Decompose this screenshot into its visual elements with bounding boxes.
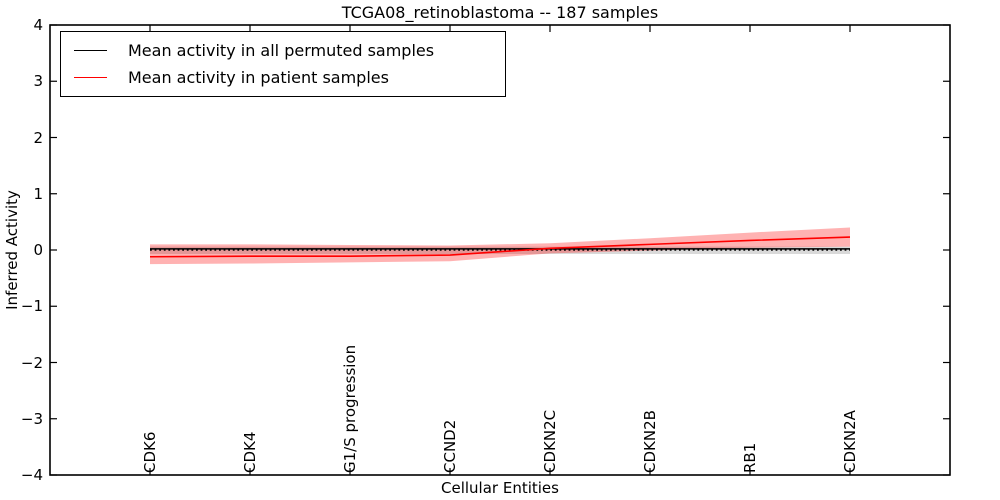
x-tick-label: RB1 [741,442,759,473]
y-tick-label: 3 [33,72,43,91]
x-axis-label: Cellular Entities [441,479,559,497]
chart-title: TCGA08_retinoblastoma -- 187 samples [341,3,659,22]
y-tick-label: −3 [20,409,43,428]
legend-label-permuted: Mean activity in all permuted samples [128,40,435,60]
legend-item-permuted: Mean activity in all permuted samples [61,41,505,60]
y-tick-label: 2 [33,128,43,147]
y-tick-label: 4 [33,16,43,34]
y-tick-label: −1 [20,297,43,316]
x-tick-label: G1/S progression [341,344,359,473]
patient-mean-line [149,236,851,258]
x-tick-label: CDKN2B [641,410,659,473]
y-tick-label: 1 [33,184,43,203]
patient-line-sample [74,77,107,79]
x-tick-label: CDK4 [241,431,259,473]
legend-item-patient: Mean activity in patient samples [61,68,505,87]
y-tick-label: −2 [20,353,43,372]
x-tick-label: CDKN2A [841,410,859,473]
patient-confidence-band [150,227,850,265]
y-tick-label: 0 [33,241,43,259]
x-tick-label: CDK6 [141,431,159,473]
legend-label-patient: Mean activity in patient samples [128,68,389,88]
y-tick-label: −4 [20,466,43,484]
legend: Mean activity in all permuted samples Me… [60,31,506,97]
x-tick-label: CCND2 [441,419,459,473]
permuted-line-sample [74,49,107,51]
x-tick-label: CDKN2C [541,409,559,473]
